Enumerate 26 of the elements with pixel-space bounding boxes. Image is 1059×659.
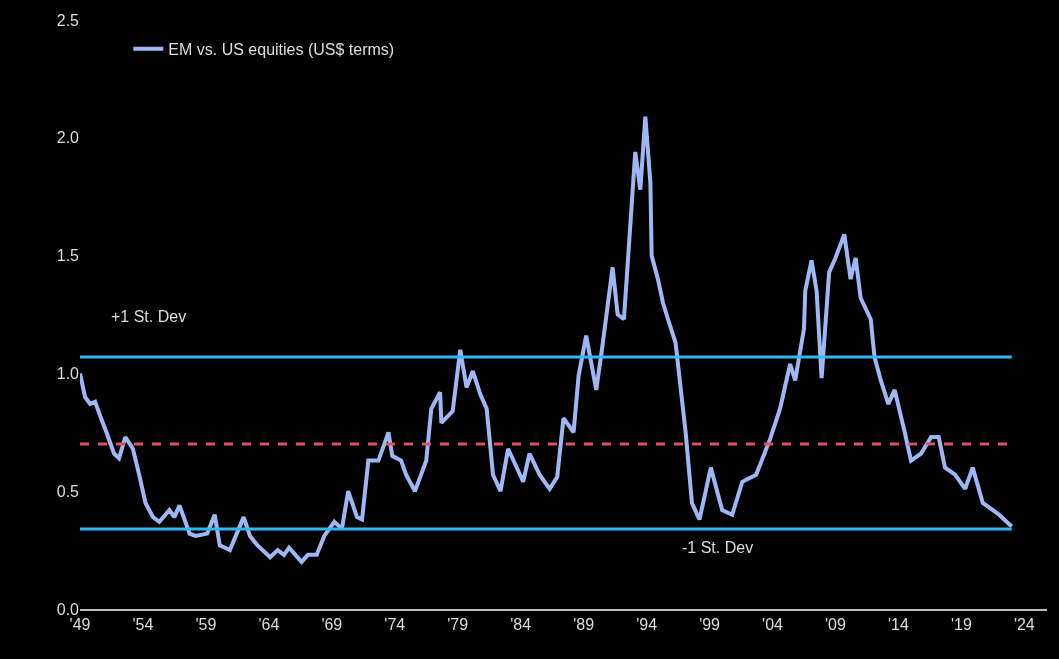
y-tick-label: 2.0 — [56, 129, 80, 147]
x-tick-label: '09 — [825, 616, 846, 634]
x-tick-label: '89 — [573, 616, 595, 634]
x-tick-label: '49 — [69, 616, 91, 634]
legend-label: EM vs. US equities (US$ terms) — [168, 40, 395, 58]
x-tick-label: '94 — [636, 616, 658, 634]
line-series — [80, 114, 1014, 564]
y-tick-label: 2.5 — [56, 11, 80, 29]
y-tick-label: 1.5 — [56, 247, 80, 265]
ref-line-label: -1 St. Dev — [682, 539, 754, 556]
y-tick-label: 0.0 — [56, 600, 80, 618]
y-tick-label: 0.5 — [56, 482, 80, 500]
x-tick-label: '79 — [447, 616, 469, 634]
x-tick-label: '19 — [950, 616, 972, 634]
x-tick-label: '64 — [258, 616, 280, 634]
x-tick-label: '04 — [762, 616, 784, 634]
x-tick-label: '14 — [887, 616, 909, 634]
x-tick-label: '74 — [384, 616, 406, 634]
x-tick-label: '59 — [195, 616, 217, 634]
x-tick-label: '84 — [510, 616, 532, 634]
x-tick-label: '69 — [321, 616, 343, 634]
x-tick-label: '99 — [699, 616, 721, 634]
x-tick-label: '54 — [132, 616, 154, 634]
x-tick-label: '24 — [1013, 616, 1035, 634]
ref-line-label: +1 St. Dev — [111, 308, 187, 325]
y-tick-label: 1.0 — [56, 365, 80, 382]
